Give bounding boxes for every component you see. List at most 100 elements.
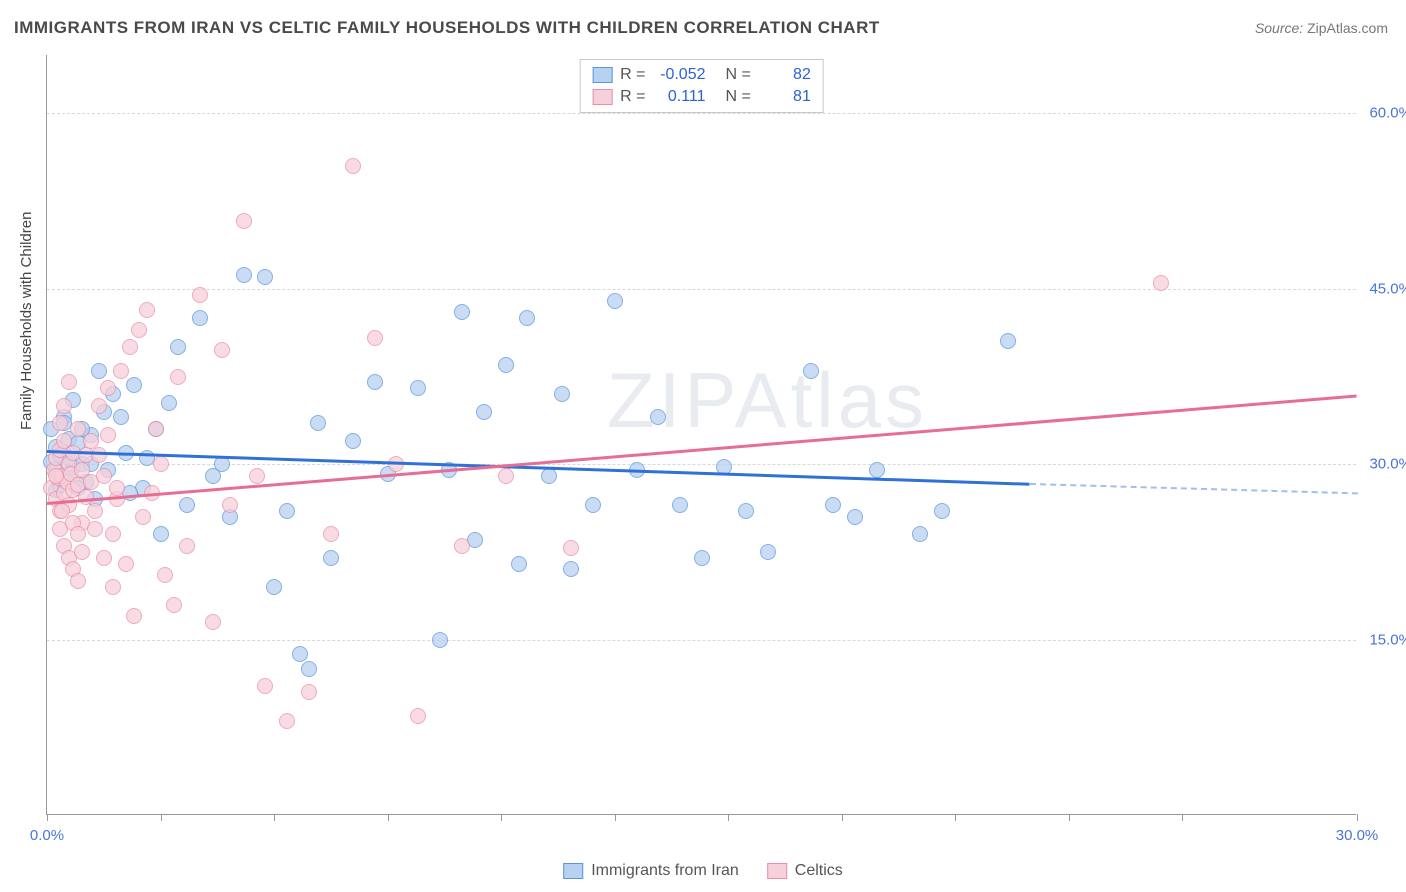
scatter-point-iran	[292, 646, 308, 662]
scatter-point-celtics	[498, 468, 514, 484]
scatter-point-celtics	[74, 544, 90, 560]
stat-r-label: R =	[620, 66, 645, 84]
scatter-point-celtics	[454, 538, 470, 554]
x-tick	[1357, 814, 1358, 821]
scatter-point-celtics	[56, 398, 72, 414]
scatter-point-iran	[760, 544, 776, 560]
scatter-point-iran	[323, 550, 339, 566]
scatter-point-celtics	[236, 213, 252, 229]
scatter-point-iran	[1000, 333, 1016, 349]
scatter-point-iran	[310, 415, 326, 431]
scatter-point-celtics	[96, 468, 112, 484]
scatter-point-celtics	[100, 380, 116, 396]
scatter-point-iran	[694, 550, 710, 566]
scatter-point-iran	[153, 526, 169, 542]
scatter-point-celtics	[257, 678, 273, 694]
scatter-point-iran	[607, 293, 623, 309]
x-tick	[1182, 814, 1183, 821]
scatter-point-celtics	[279, 713, 295, 729]
scatter-point-celtics	[70, 526, 86, 542]
source-label: Source:	[1255, 20, 1303, 36]
scatter-point-iran	[301, 661, 317, 677]
scatter-point-celtics	[122, 339, 138, 355]
scatter-point-celtics	[148, 421, 164, 437]
scatter-point-iran	[454, 304, 470, 320]
stat-n-label: N =	[726, 88, 751, 106]
x-tick	[47, 814, 48, 821]
scatter-point-iran	[91, 363, 107, 379]
scatter-point-celtics	[126, 608, 142, 624]
stat-n-value-celtics: 81	[759, 88, 811, 106]
legend-stats-row-iran: R = -0.052 N = 82	[592, 64, 811, 86]
scatter-point-celtics	[153, 456, 169, 472]
scatter-point-iran	[205, 468, 221, 484]
scatter-point-iran	[650, 409, 666, 425]
legend-label-iran: Immigrants from Iran	[591, 862, 739, 880]
scatter-point-iran	[585, 497, 601, 513]
y-tick-label: 45.0%	[1369, 280, 1406, 297]
scatter-point-celtics	[52, 415, 68, 431]
scatter-point-celtics	[214, 342, 230, 358]
scatter-point-iran	[432, 632, 448, 648]
gridline	[47, 640, 1356, 641]
stat-r-value-iran: -0.052	[654, 66, 706, 84]
x-tick-label: 30.0%	[1336, 827, 1379, 844]
scatter-point-celtics	[563, 540, 579, 556]
gridline	[47, 113, 1356, 114]
scatter-point-celtics	[109, 480, 125, 496]
scatter-point-iran	[847, 509, 863, 525]
scatter-point-celtics	[170, 369, 186, 385]
scatter-point-celtics	[91, 398, 107, 414]
scatter-point-celtics	[249, 468, 265, 484]
x-tick	[728, 814, 729, 821]
scatter-point-celtics	[61, 374, 77, 390]
scatter-point-celtics	[205, 614, 221, 630]
scatter-point-iran	[266, 579, 282, 595]
scatter-point-celtics	[96, 550, 112, 566]
scatter-point-iran	[257, 269, 273, 285]
scatter-point-iran	[738, 503, 754, 519]
x-tick	[1069, 814, 1070, 821]
x-tick-label: 0.0%	[30, 827, 64, 844]
legend-label-celtics: Celtics	[795, 862, 843, 880]
scatter-point-celtics	[113, 363, 129, 379]
scatter-point-iran	[345, 433, 361, 449]
scatter-point-iran	[126, 377, 142, 393]
scatter-point-celtics	[345, 158, 361, 174]
x-tick	[842, 814, 843, 821]
scatter-point-celtics	[105, 579, 121, 595]
y-axis-label: Family Households with Children	[18, 212, 35, 430]
y-tick-label: 15.0%	[1369, 631, 1406, 648]
legend-stats-box: R = -0.052 N = 82 R = 0.111 N = 81	[579, 59, 824, 113]
scatter-point-celtics	[87, 521, 103, 537]
bottom-legend: Immigrants from Iran Celtics	[563, 862, 843, 880]
scatter-point-iran	[563, 561, 579, 577]
scatter-point-celtics	[135, 509, 151, 525]
scatter-chart: ZIPAtlas R = -0.052 N = 82 R = 0.111 N =…	[46, 55, 1356, 815]
scatter-point-celtics	[70, 421, 86, 437]
scatter-point-iran	[934, 503, 950, 519]
source-attribution: Source: ZipAtlas.com	[1255, 20, 1388, 36]
scatter-point-iran	[279, 503, 295, 519]
scatter-point-iran	[410, 380, 426, 396]
scatter-point-celtics	[367, 330, 383, 346]
stat-r-label: R =	[620, 88, 645, 106]
x-tick	[274, 814, 275, 821]
y-tick-label: 60.0%	[1369, 105, 1406, 122]
x-tick	[501, 814, 502, 821]
y-tick-label: 30.0%	[1369, 456, 1406, 473]
x-tick	[615, 814, 616, 821]
scatter-point-iran	[541, 468, 557, 484]
legend-item-iran: Immigrants from Iran	[563, 862, 739, 880]
scatter-point-iran	[170, 339, 186, 355]
scatter-point-iran	[192, 310, 208, 326]
scatter-point-iran	[519, 310, 535, 326]
scatter-point-celtics	[323, 526, 339, 542]
scatter-point-iran	[236, 267, 252, 283]
scatter-point-celtics	[222, 497, 238, 513]
scatter-point-iran	[511, 556, 527, 572]
gridline	[47, 464, 1356, 465]
legend-item-celtics: Celtics	[767, 862, 843, 880]
scatter-point-iran	[161, 395, 177, 411]
scatter-point-iran	[179, 497, 195, 513]
